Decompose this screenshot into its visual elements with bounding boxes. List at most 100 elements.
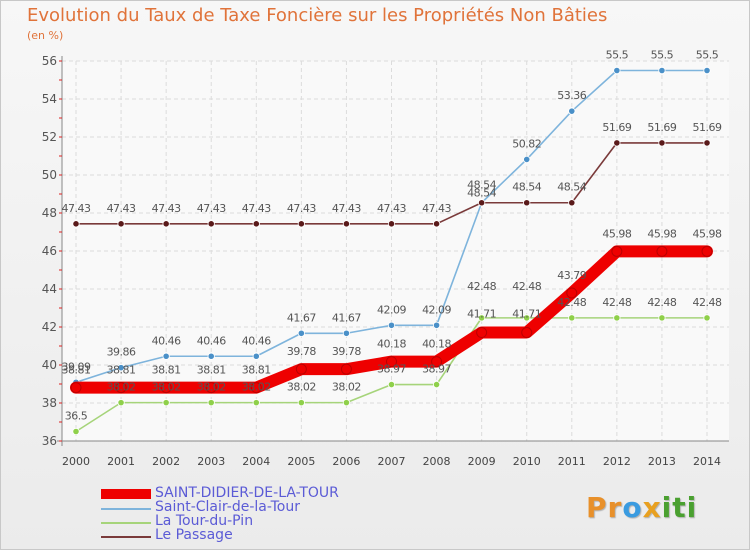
data-point [568,199,576,207]
x-tick-label: 2014 [693,455,721,468]
data-label: 38.81 [242,364,271,377]
data-point [342,399,351,407]
data-label: 55.5 [651,49,674,62]
data-point [658,314,666,322]
data-label: 42.48 [557,296,586,309]
x-tick-label: 2001 [107,455,135,468]
data-point [658,66,666,75]
data-label: 47.43 [197,202,226,215]
data-point [432,220,441,228]
data-point [297,220,305,228]
data-label: 38.02 [107,381,136,394]
logo-letter: i [661,491,673,524]
data-label: 51.69 [647,121,676,134]
x-tick-label: 2012 [603,455,631,468]
data-point [478,314,486,322]
data-point [207,399,215,407]
data-point [703,139,711,147]
data-label: 55.5 [606,49,629,62]
data-point [115,382,127,394]
data-point [701,245,713,257]
data-point [252,399,260,407]
data-point [162,220,170,228]
data-point [340,363,352,375]
data-label: 47.43 [107,202,136,215]
x-tick-label: 2000 [62,455,90,468]
data-label: 50.82 [512,137,541,150]
data-point [252,220,260,228]
x-tick-label: 2007 [378,455,406,468]
x-tick-label: 2006 [332,455,360,468]
x-tick-label: 2004 [242,455,270,468]
data-label: 48.54 [467,179,496,192]
data-label: 47.43 [152,202,181,215]
data-label: 42.48 [512,280,541,293]
data-label: 40.46 [152,334,181,347]
legend-swatch [101,522,151,524]
data-label: 42.09 [377,303,406,316]
data-label: 51.69 [602,121,631,134]
data-point [476,327,488,339]
data-point [523,155,531,164]
data-label: 45.98 [693,227,722,240]
legend-label: SAINT-DIDIER-DE-LA-TOUR [155,485,339,501]
data-point [703,314,711,322]
data-point [387,220,396,228]
y-tick-label: 38 [42,396,57,410]
data-point [656,245,668,257]
legend-item: Saint-Clair-de-la-Tour [101,499,351,515]
logo-letter: P [586,491,608,524]
data-label: 42.48 [647,296,676,309]
y-tick-label: 50 [42,168,57,182]
data-point [207,220,215,228]
data-point [566,287,578,299]
series-saint-didier-de-la-tour [70,245,713,394]
legend-label: Saint-Clair-de-la-Tour [155,499,300,515]
series-la-tour-du-pin [72,314,711,436]
data-label: 39.78 [332,345,361,358]
data-label: 36.5 [65,410,88,423]
data-point [521,327,533,339]
legend-swatch [101,489,151,499]
data-point [386,356,397,368]
data-point [252,352,260,360]
x-axis: 2000 2001 2002 2003 2004 2005 2006 2007 2008 2009… [62,61,721,468]
data-point [207,352,215,360]
data-point [117,364,125,372]
proxiti-logo: Proxiti [586,491,697,524]
data-label: 45.98 [602,227,631,240]
data-point [523,199,531,207]
data-label: 38.81 [152,364,181,377]
data-label: 53.36 [557,89,586,102]
data-label: 39.78 [287,345,316,358]
legend-item: La Tour-du-Pin [101,513,351,529]
legend-swatch [101,508,151,510]
data-point [342,329,351,337]
legend-swatch [101,536,151,538]
logo-letter: i [686,491,698,524]
x-tick-label: 2009 [468,455,496,468]
x-tick-label: 2003 [197,455,225,468]
data-label: 48.54 [467,187,496,200]
data-label: 38.02 [287,381,316,394]
data-label: 47.43 [242,202,271,215]
data-point [117,220,125,228]
y-tick-label: 56 [42,54,57,68]
data-label: 42.48 [467,280,496,293]
chart-legend: SAINT-DIDIER-DE-LA-TOUR Saint-Clair-de-la… [101,485,351,545]
y-tick-label: 42 [42,320,57,334]
data-point [478,199,486,207]
data-label: 51.69 [693,121,722,134]
data-label: 40.18 [377,338,406,351]
data-point [297,329,305,337]
data-point [658,139,666,147]
data-point [117,399,125,407]
data-point [432,380,441,389]
data-label: 47.43 [422,202,451,215]
logo-letter: o [622,491,643,524]
x-tick-label: 2008 [423,455,451,468]
data-label: 42.48 [693,296,722,309]
data-point [568,107,576,115]
